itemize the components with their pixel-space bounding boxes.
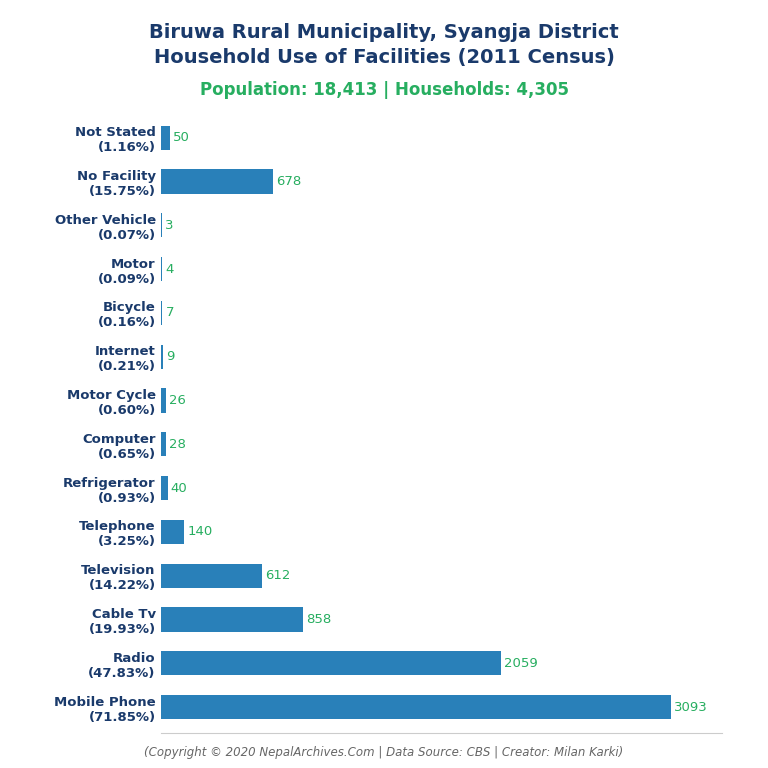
Text: 7: 7 (165, 306, 174, 319)
Text: 50: 50 (173, 131, 190, 144)
Text: 3093: 3093 (674, 700, 708, 713)
Text: Biruwa Rural Municipality, Syangja District
Household Use of Facilities (2011 Ce: Biruwa Rural Municipality, Syangja Distr… (149, 23, 619, 67)
Bar (161, 126, 170, 150)
Bar (161, 651, 501, 675)
Text: 678: 678 (276, 175, 301, 188)
Bar (161, 170, 273, 194)
Bar (161, 432, 166, 456)
Text: 2059: 2059 (504, 657, 538, 670)
Text: 3: 3 (165, 219, 174, 232)
Text: 858: 858 (306, 613, 331, 626)
Bar (161, 564, 262, 588)
Text: 612: 612 (265, 569, 290, 582)
Text: Population: 18,413 | Households: 4,305: Population: 18,413 | Households: 4,305 (200, 81, 568, 98)
Text: 40: 40 (170, 482, 187, 495)
Text: 26: 26 (168, 394, 185, 407)
Bar (161, 476, 168, 500)
Bar (161, 520, 184, 544)
Bar (161, 695, 671, 719)
Text: 140: 140 (187, 525, 213, 538)
Bar (161, 607, 303, 631)
Bar (161, 345, 163, 369)
Text: 28: 28 (169, 438, 186, 451)
Bar (161, 389, 166, 412)
Text: 4: 4 (165, 263, 174, 276)
Text: 9: 9 (166, 350, 174, 363)
Text: (Copyright © 2020 NepalArchives.Com | Data Source: CBS | Creator: Milan Karki): (Copyright © 2020 NepalArchives.Com | Da… (144, 746, 624, 759)
Bar (161, 301, 163, 325)
